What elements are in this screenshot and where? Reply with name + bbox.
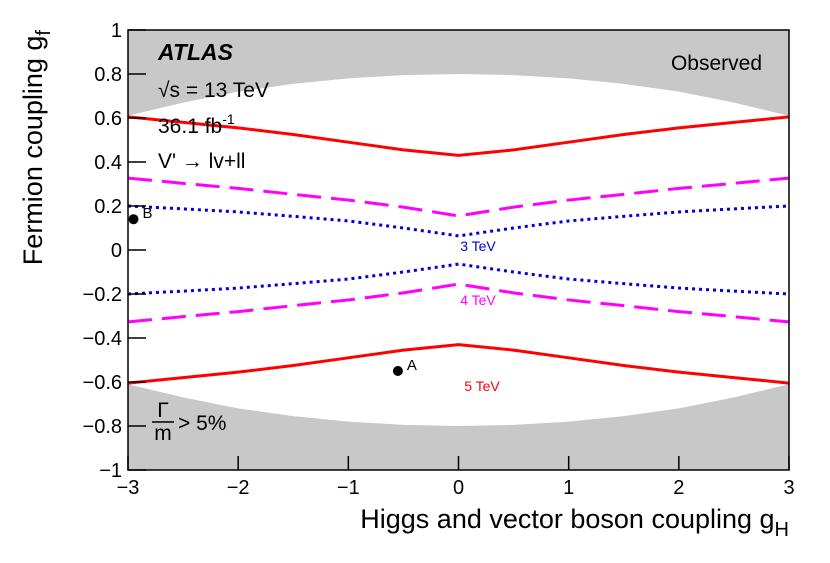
point-label: B xyxy=(143,205,153,222)
point-label: A xyxy=(407,357,417,374)
curve-upper xyxy=(128,204,789,238)
y-tick-label: −0.8 xyxy=(83,416,122,438)
curve-upper xyxy=(128,115,789,157)
curve-lower xyxy=(128,343,789,385)
width-text: > 5% xyxy=(178,412,226,435)
observed: Observed xyxy=(671,52,762,75)
y-tick-label: −1 xyxy=(99,460,122,482)
lumi-sup: -1 xyxy=(222,111,235,127)
y-tick-label: 0.6 xyxy=(94,108,122,130)
width-numerator: Γ xyxy=(157,399,169,422)
y-tick-label: −0.4 xyxy=(83,328,122,350)
excluded-lower xyxy=(128,384,789,470)
y-axis-title-text: Fermion coupling g xyxy=(18,36,48,266)
x-tick-label: −1 xyxy=(337,477,360,499)
x-tick-label: −2 xyxy=(227,477,250,499)
y-tick-label: 0.2 xyxy=(94,196,122,218)
point xyxy=(392,366,403,376)
x-tick-label: 0 xyxy=(453,477,464,499)
y-axis-title: Fermion coupling gf xyxy=(18,30,55,266)
width-denominator: m xyxy=(154,422,172,445)
y-tick-label: −0.6 xyxy=(83,372,122,394)
curve-lower xyxy=(128,282,789,324)
y-axis-title-sub: f xyxy=(33,30,55,36)
x-tick-label: 3 xyxy=(783,477,794,499)
y-tick-label: 0.8 xyxy=(94,64,122,86)
energy: √s = 13 TeV xyxy=(158,79,269,102)
experiment: ATLAS xyxy=(157,39,234,65)
curve-upper xyxy=(128,176,789,218)
y-tick-label: 0.4 xyxy=(94,152,122,174)
x-axis-title-text: Higgs and vector boson coupling g xyxy=(360,504,774,534)
y-tick-label: 0 xyxy=(111,240,122,262)
curve-label: 5 TeV xyxy=(464,378,500,394)
lumi: 36.1 fb-1 xyxy=(158,111,235,138)
curve-label: 4 TeV xyxy=(460,292,496,308)
process: V' → lv+ll xyxy=(158,150,245,173)
plot-area xyxy=(128,30,789,470)
x-axis-title-sub: H xyxy=(775,519,789,541)
x-tick-label: 1 xyxy=(563,477,574,499)
x-tick-label: −3 xyxy=(117,477,140,499)
x-tick-label: 2 xyxy=(673,477,684,499)
y-tick-label: 1 xyxy=(111,20,122,42)
y-tick-label: −0.2 xyxy=(83,284,122,306)
point xyxy=(128,214,139,225)
x-axis-title: Higgs and vector boson coupling gH xyxy=(360,504,789,541)
excluded-upper xyxy=(128,30,789,116)
curve-lower xyxy=(128,262,789,296)
lumi-text: 36.1 fb xyxy=(158,115,222,138)
curve-label: 3 TeV xyxy=(460,238,496,254)
